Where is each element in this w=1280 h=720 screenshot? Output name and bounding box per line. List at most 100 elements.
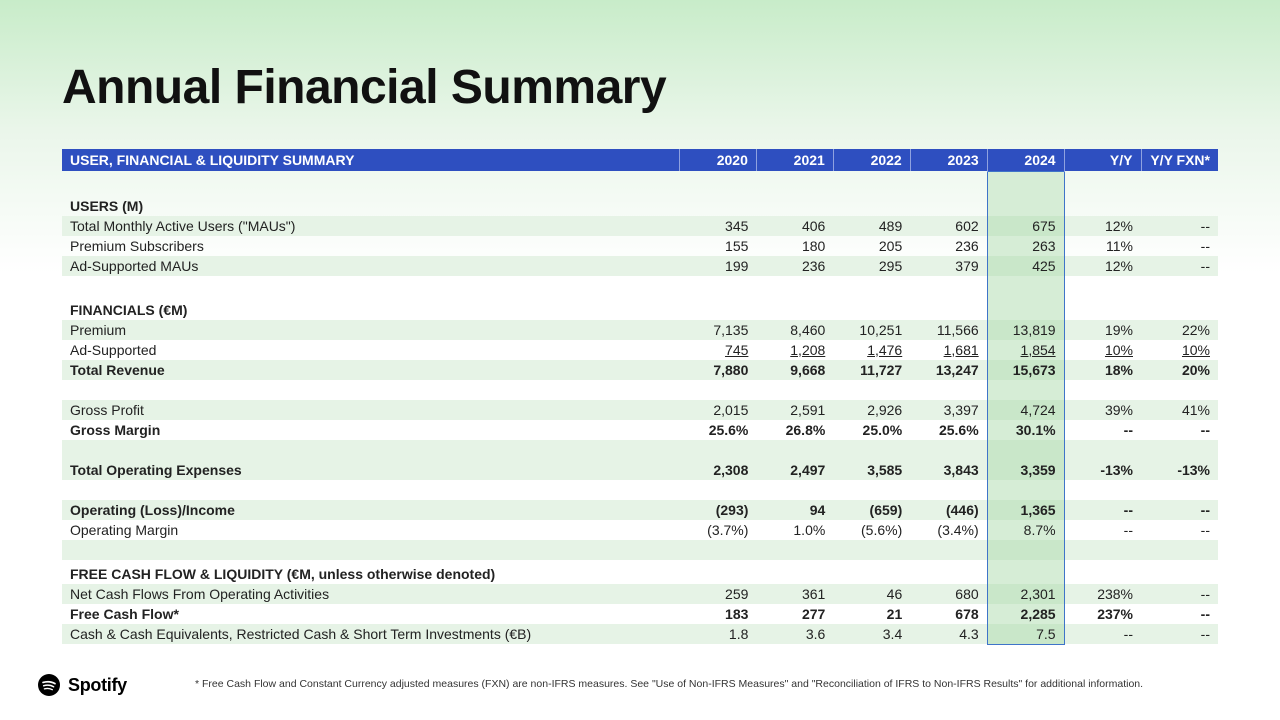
cell: (3.7%) [679, 520, 756, 540]
cell: -- [1064, 624, 1141, 645]
cell: 745 [679, 340, 756, 360]
cell: -- [1141, 500, 1218, 520]
cell: 2,015 [679, 400, 756, 420]
row-label: Premium [62, 320, 679, 340]
row-label: Total Monthly Active Users ("MAUs") [62, 216, 679, 236]
cell: 345 [679, 216, 756, 236]
cell [910, 540, 987, 560]
cell [987, 560, 1064, 584]
cell: 1,681 [910, 340, 987, 360]
cell: 41% [1141, 400, 1218, 420]
cell: (293) [679, 500, 756, 520]
cell: 7.5 [987, 624, 1064, 645]
cell: 25.0% [833, 420, 910, 440]
row-label: USERS (M) [62, 192, 679, 216]
cell: 10,251 [833, 320, 910, 340]
cell [1064, 171, 1141, 192]
cell: 4,724 [987, 400, 1064, 420]
cell [833, 380, 910, 400]
cell: 3.6 [756, 624, 833, 645]
cell [910, 560, 987, 584]
cell: -- [1064, 420, 1141, 440]
cell: 11% [1064, 236, 1141, 256]
cell [910, 440, 987, 460]
brand-footer: Spotify [38, 674, 127, 696]
table-row: Ad-Supported MAUs19923629537942512%-- [62, 256, 1218, 276]
table-row: Net Cash Flows From Operating Activities… [62, 584, 1218, 604]
cell: 19% [1064, 320, 1141, 340]
cell: 46 [833, 584, 910, 604]
cell [756, 540, 833, 560]
cell [833, 276, 910, 296]
cell: -13% [1064, 460, 1141, 480]
cell [1064, 440, 1141, 460]
cell [910, 380, 987, 400]
cell [987, 276, 1064, 296]
cell: 3.4 [833, 624, 910, 645]
section-row: FREE CASH FLOW & LIQUIDITY (€M, unless o… [62, 560, 1218, 584]
cell: (659) [833, 500, 910, 520]
cell: 12% [1064, 216, 1141, 236]
cell: -- [1141, 584, 1218, 604]
cell [1064, 380, 1141, 400]
cell: (5.6%) [833, 520, 910, 540]
cell: 11,566 [910, 320, 987, 340]
row-label: Operating (Loss)/Income [62, 500, 679, 520]
cell: 22% [1141, 320, 1218, 340]
slide: Annual Financial Summary USER, FINANCIAL… [0, 0, 1280, 720]
spacer-row [62, 540, 1218, 560]
brand-name: Spotify [68, 675, 127, 696]
cell: 406 [756, 216, 833, 236]
column-header: 2024 [987, 149, 1064, 171]
cell: 18% [1064, 360, 1141, 380]
cell: -- [1141, 604, 1218, 624]
cell: 675 [987, 216, 1064, 236]
cell [1064, 560, 1141, 584]
spacer-row [62, 380, 1218, 400]
cell [833, 540, 910, 560]
cell: 277 [756, 604, 833, 624]
row-label [62, 380, 679, 400]
cell: 155 [679, 236, 756, 256]
cell [833, 480, 910, 500]
cell [987, 480, 1064, 500]
row-label [62, 540, 679, 560]
row-label: Total Operating Expenses [62, 460, 679, 480]
cell: 3,359 [987, 460, 1064, 480]
cell [1064, 192, 1141, 216]
column-header: 2022 [833, 149, 910, 171]
cell [987, 171, 1064, 192]
cell: 237% [1064, 604, 1141, 624]
cell: 4.3 [910, 624, 987, 645]
cell [833, 171, 910, 192]
table-row: Total Revenue7,8809,66811,72713,24715,67… [62, 360, 1218, 380]
cell [1064, 480, 1141, 500]
row-label: Total Revenue [62, 360, 679, 380]
cell [679, 296, 756, 320]
column-header: USER, FINANCIAL & LIQUIDITY SUMMARY [62, 149, 679, 171]
row-label: Operating Margin [62, 520, 679, 540]
cell [987, 192, 1064, 216]
section-row: USERS (M) [62, 192, 1218, 216]
cell [1141, 276, 1218, 296]
cell [679, 192, 756, 216]
row-label: FINANCIALS (€M) [62, 296, 679, 320]
cell: 1,208 [756, 340, 833, 360]
cell [679, 480, 756, 500]
cell [833, 296, 910, 320]
column-header: Y/Y FXN* [1141, 149, 1218, 171]
cell: 3,843 [910, 460, 987, 480]
cell [910, 192, 987, 216]
cell: 39% [1064, 400, 1141, 420]
cell: 9,668 [756, 360, 833, 380]
cell [679, 171, 756, 192]
cell: -- [1141, 236, 1218, 256]
cell [756, 480, 833, 500]
cell: 602 [910, 216, 987, 236]
row-label: Net Cash Flows From Operating Activities [62, 584, 679, 604]
table-body: USERS (M) Total Monthly Active Users ("M… [62, 171, 1218, 644]
cell: 7,880 [679, 360, 756, 380]
cell: 20% [1141, 360, 1218, 380]
cell: 21 [833, 604, 910, 624]
row-label: Cash & Cash Equivalents, Restricted Cash… [62, 624, 679, 645]
